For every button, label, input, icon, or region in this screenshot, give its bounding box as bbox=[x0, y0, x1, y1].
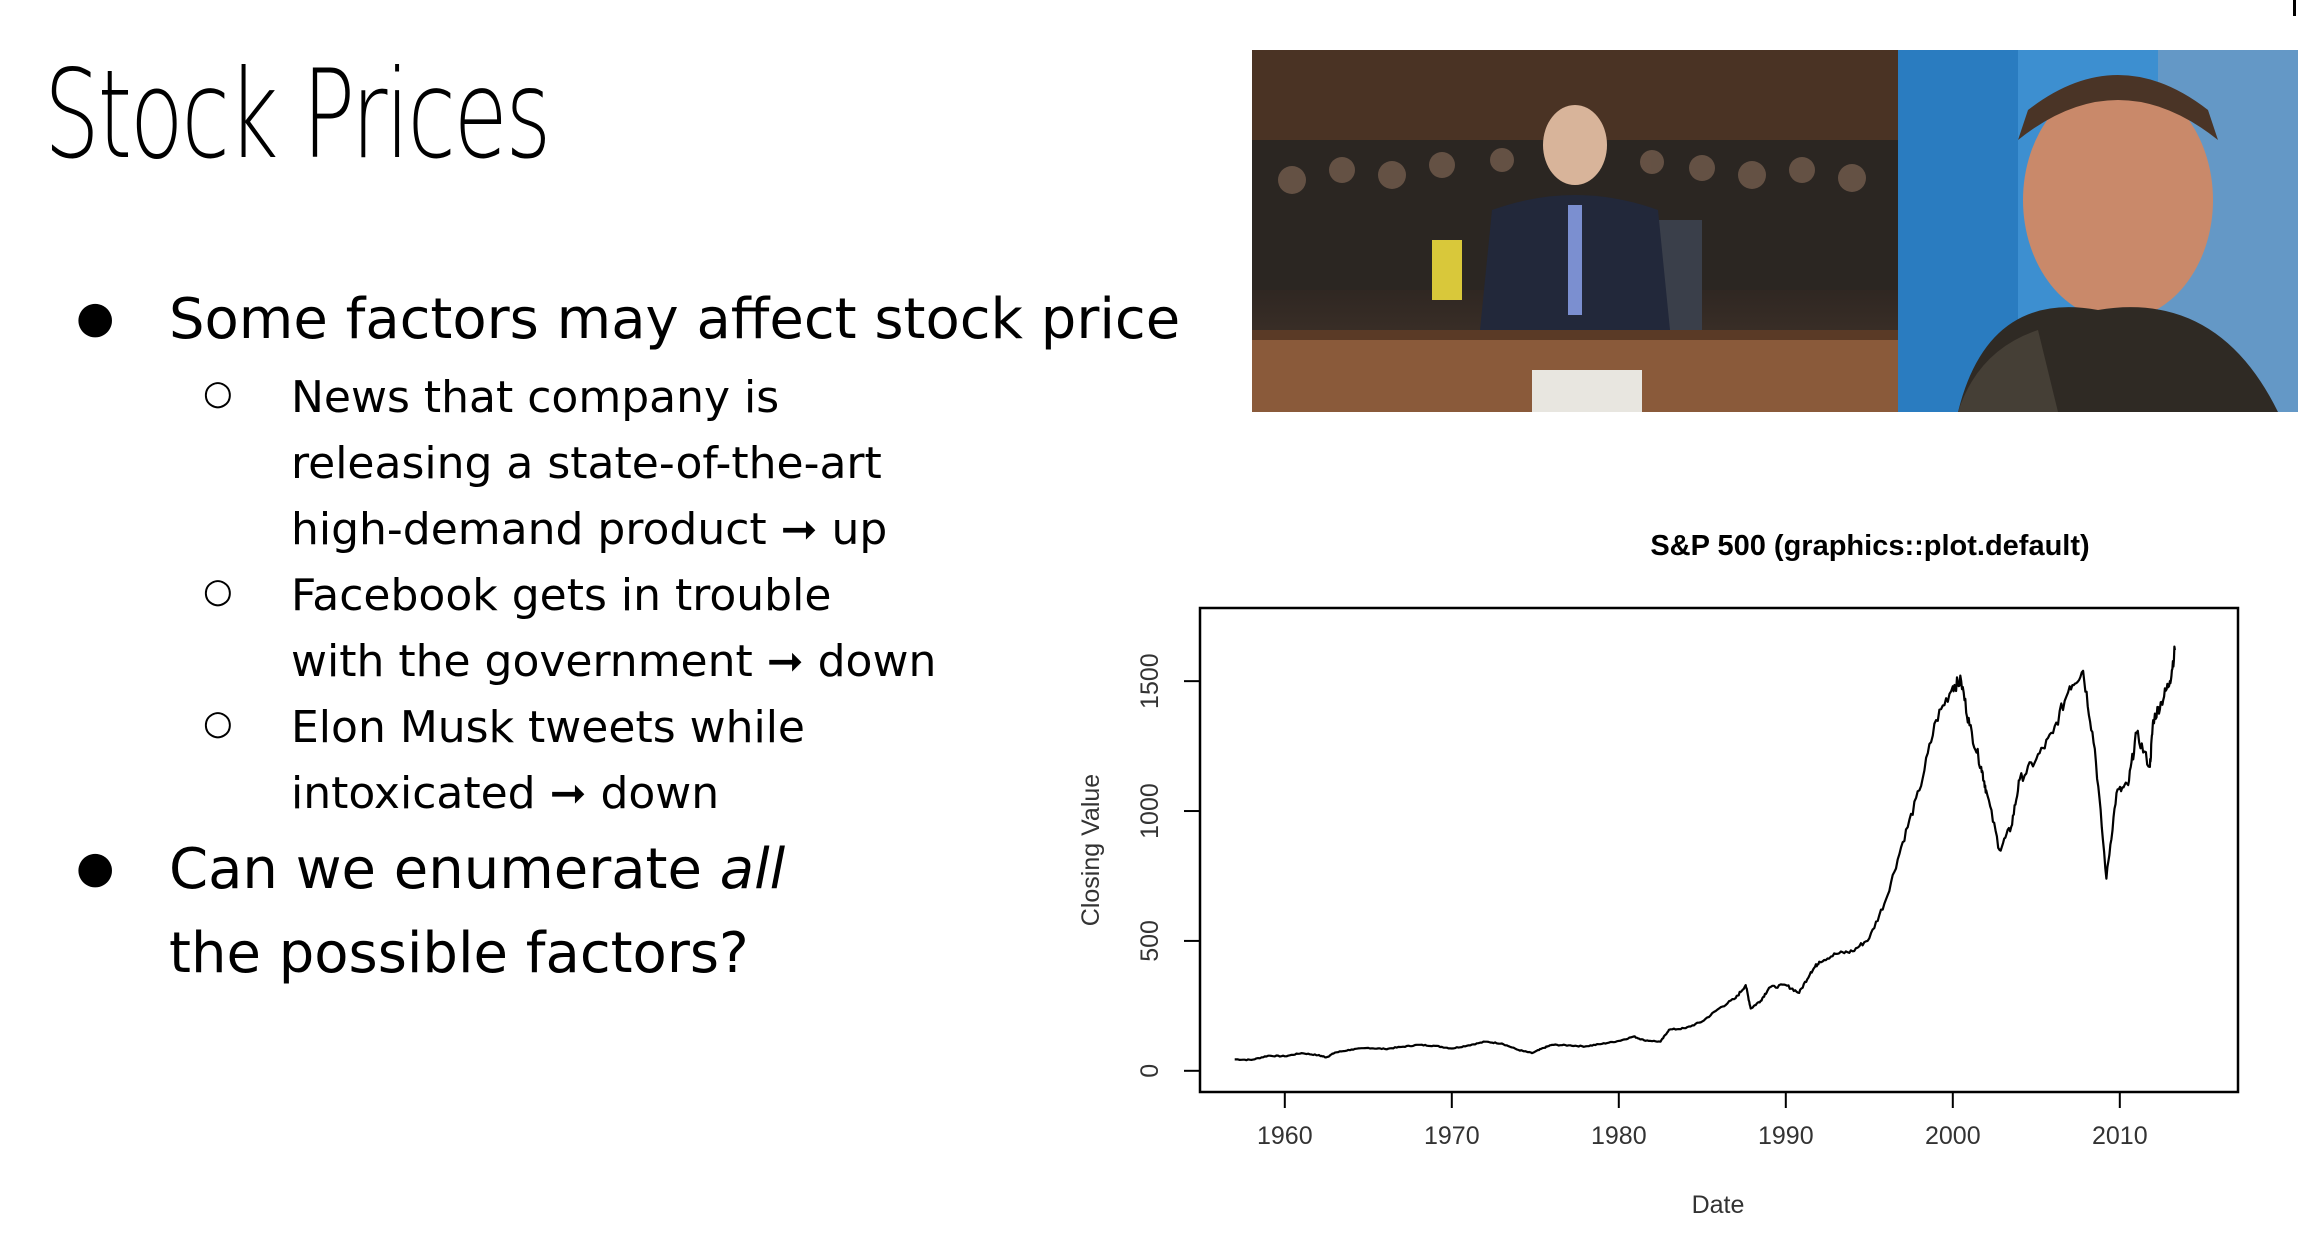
y-tick-label: 500 bbox=[1136, 920, 1164, 962]
x-tick-label: 1980 bbox=[1591, 1122, 1647, 1150]
bullet-enumerate-prefix: Can we enumerate bbox=[169, 837, 720, 902]
y-axis: 0 500 1000 1500 bbox=[1136, 653, 1200, 1078]
x-tick-label: 1990 bbox=[1758, 1122, 1814, 1150]
series-line bbox=[1234, 645, 2176, 1062]
x-tick-label: 2010 bbox=[2092, 1122, 2148, 1150]
bullet-factors-text: Some factors may affect stock price bbox=[169, 287, 1181, 352]
y-axis-label: Closing Value bbox=[1077, 774, 1105, 926]
x-axis: 1960 1970 1980 1990 2000 2010 bbox=[1257, 1092, 2148, 1150]
slide-title: Stock Prices bbox=[44, 44, 551, 186]
hearing-photo bbox=[1252, 50, 1898, 412]
y-tick-label: 1000 bbox=[1136, 783, 1164, 839]
corner-mark bbox=[2293, 0, 2296, 16]
portrait-photo-art bbox=[1898, 50, 2298, 412]
plot-frame bbox=[1198, 606, 2240, 1094]
sub-bullet-circle-icon: ○ bbox=[203, 571, 233, 611]
bullet-dot-icon: ● bbox=[76, 842, 115, 893]
sub-bullet-circle-icon: ○ bbox=[203, 373, 233, 413]
hearing-photo-art bbox=[1252, 50, 1898, 412]
sub-bullet-musk-line-1: Elon Musk tweets while bbox=[291, 702, 805, 753]
sub-bullet-news-line-2: releasing a state-of-the-art bbox=[291, 438, 882, 489]
bullet-enumerate-line-1: Can we enumerate all bbox=[169, 842, 785, 898]
sub-bullet-facebook-line-2: with the government ➞ down bbox=[291, 636, 937, 687]
sub-bullet-musk-line-2: intoxicated ➞ down bbox=[291, 768, 720, 819]
bullet-enumerate-emphasis: all bbox=[719, 837, 786, 902]
x-tick-label: 2000 bbox=[1925, 1122, 1981, 1150]
bullet-factors: ● Some factors may affect stock price bbox=[76, 292, 1180, 348]
sub-bullet-circle-icon: ○ bbox=[203, 703, 233, 743]
x-axis-label: Date bbox=[1692, 1191, 1745, 1219]
sub-bullet-news-line-3: high-demand product ➞ up bbox=[291, 504, 888, 555]
x-tick-label: 1970 bbox=[1424, 1122, 1480, 1150]
bullet-dot-icon: ● bbox=[76, 292, 115, 343]
portrait-photo bbox=[1898, 50, 2298, 412]
y-tick-label: 0 bbox=[1136, 1064, 1164, 1078]
bullet-enumerate-line-2: the possible factors? bbox=[169, 921, 749, 986]
sub-bullet-facebook-line-1: Facebook gets in trouble bbox=[291, 570, 832, 621]
sub-bullet-news-line-1: News that company is bbox=[291, 372, 780, 423]
chart-title: S&P 500 (graphics::plot.default) bbox=[1650, 530, 2090, 562]
x-tick-label: 1960 bbox=[1257, 1122, 1313, 1150]
y-tick-label: 1500 bbox=[1136, 653, 1164, 709]
